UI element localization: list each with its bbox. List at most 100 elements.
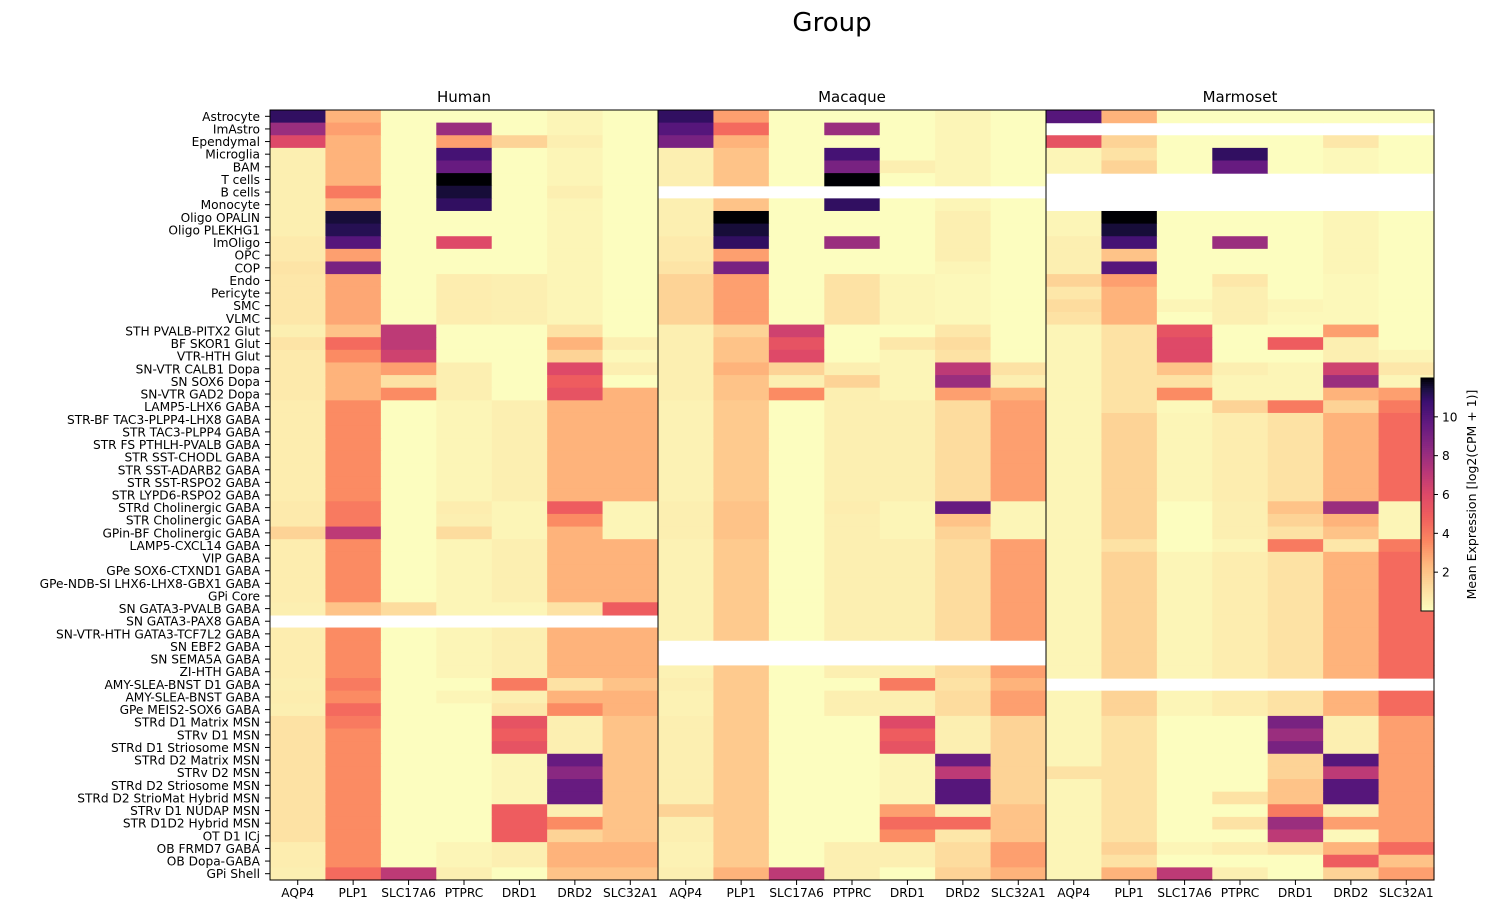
- heatmap-cell: [436, 110, 493, 124]
- heatmap-cell: [879, 564, 936, 578]
- colorbar-segment: [1421, 486, 1434, 490]
- colorbar-segment: [1421, 383, 1434, 387]
- heatmap-cell: [824, 274, 881, 288]
- heatmap-cell: [1101, 387, 1158, 401]
- heatmap-cell: [1323, 261, 1380, 275]
- heatmap-cell: [1323, 223, 1380, 237]
- heatmap-cell: [325, 185, 382, 199]
- heatmap-cell: [935, 728, 992, 742]
- heatmap-cell: [1323, 160, 1380, 174]
- colorbar: 2 4 6 8 10 Mean Expression [log2(CPM + 1)]: [1420, 377, 1479, 612]
- heatmap-cell: [602, 147, 659, 162]
- heatmap-cell: [879, 261, 936, 275]
- heatmap-cell: [380, 476, 437, 490]
- heatmap-cell: [547, 627, 604, 641]
- panel-macaque: Macaque: [657, 88, 1047, 881]
- colorbar-segment: [1421, 414, 1434, 418]
- heatmap-cell: [824, 665, 881, 679]
- heatmap-cell: [1156, 867, 1213, 881]
- heatmap-cell: [325, 665, 382, 679]
- heatmap-cell: [658, 463, 715, 477]
- heatmap-cell: [547, 223, 604, 237]
- heatmap-cell: [491, 337, 548, 351]
- heatmap-cell: [1378, 867, 1435, 881]
- colorbar-segment: [1421, 583, 1434, 587]
- heatmap-cell: [270, 274, 327, 288]
- heatmap-cell: [436, 248, 493, 263]
- colorbar-segment: [1421, 465, 1434, 468]
- heatmap-cell: [1267, 311, 1324, 326]
- heatmap-cell: [658, 210, 715, 225]
- heatmap-cell: [935, 387, 992, 401]
- heatmap-cell: [713, 299, 770, 313]
- heatmap-cell: [325, 753, 382, 767]
- heatmap-cell: [547, 513, 604, 528]
- heatmap-cell: [1212, 867, 1269, 881]
- heatmap-cell: [1378, 753, 1435, 767]
- colorbar-segment: [1421, 381, 1434, 385]
- colorbar-segment: [1421, 455, 1434, 459]
- heatmap-cell: [436, 324, 493, 338]
- heatmap-cell: [879, 501, 936, 515]
- heatmap-cell: [1378, 829, 1435, 843]
- colorbar-segment: [1421, 422, 1434, 426]
- colorbar-tick-label: 6: [1442, 488, 1450, 502]
- colorbar-segment: [1421, 416, 1434, 420]
- heatmap-cell: [380, 602, 437, 616]
- heatmap-cell: [436, 854, 493, 868]
- heatmap-cell: [1323, 589, 1380, 603]
- y-tick-label: GPe-NDB-SI LHX6-LHX8-GBX1 GABA: [40, 577, 261, 591]
- heatmap-cell: [602, 450, 659, 465]
- heatmap-cell: [713, 173, 770, 187]
- heatmap-cell: [824, 173, 881, 187]
- heatmap-cell: [879, 412, 936, 427]
- heatmap-cell: [1323, 463, 1380, 477]
- heatmap-cell: [713, 867, 770, 881]
- heatmap-cell: [602, 703, 659, 717]
- heatmap-cell: [935, 450, 992, 465]
- y-tick-label: LAMP5-CXCL14 GABA: [129, 539, 260, 553]
- heatmap-cell: [1156, 349, 1213, 364]
- heatmap-cell: [1267, 476, 1324, 490]
- heatmap-cell: [436, 728, 493, 742]
- heatmap-cell: [380, 854, 437, 868]
- heatmap-cell: [325, 766, 382, 780]
- x-tick-label: AQP4: [1057, 886, 1090, 900]
- heatmap-cell: [270, 387, 327, 401]
- colorbar-segment: [1421, 401, 1434, 404]
- y-tick-label: GPi Shell: [206, 867, 260, 881]
- heatmap-cell: [491, 728, 548, 742]
- heatmap-cell: [1378, 210, 1435, 225]
- heatmap-cell: [491, 147, 548, 162]
- heatmap-cell: [270, 753, 327, 767]
- heatmap-cell: [602, 526, 659, 540]
- heatmap-cell: [713, 842, 770, 856]
- heatmap-cell: [879, 147, 936, 162]
- colorbar-segment: [1421, 482, 1434, 486]
- y-tick-label: COP: [235, 261, 260, 275]
- colorbar-segment: [1421, 533, 1434, 536]
- heatmap-cell: [1101, 690, 1158, 704]
- heatmap-cell: [713, 261, 770, 275]
- heatmap-cell: [270, 147, 327, 162]
- heatmap-cell: [658, 513, 715, 528]
- heatmap-cell: [713, 678, 770, 692]
- heatmap-cell: [990, 274, 1047, 288]
- heatmap-cell: [879, 703, 936, 717]
- heatmap-cell: [270, 665, 327, 679]
- heatmap-cell: [1267, 223, 1324, 237]
- heatmap-cell: [436, 678, 493, 692]
- heatmap-cell: [1267, 791, 1324, 805]
- heatmap-cell: [1212, 438, 1269, 452]
- heatmap-cell: [325, 236, 382, 250]
- heatmap-cell: [768, 248, 825, 263]
- heatmap-cell: [1156, 665, 1213, 679]
- heatmap-cell: [602, 135, 659, 149]
- heatmap-cell: [436, 349, 493, 364]
- y-tick-label: Microglia: [205, 148, 260, 162]
- heatmap-cell: [270, 690, 327, 704]
- heatmap-cell: [380, 804, 437, 818]
- heatmap-cell: [380, 412, 437, 427]
- heatmap-cell: [602, 261, 659, 275]
- heatmap-cell: [1267, 286, 1324, 300]
